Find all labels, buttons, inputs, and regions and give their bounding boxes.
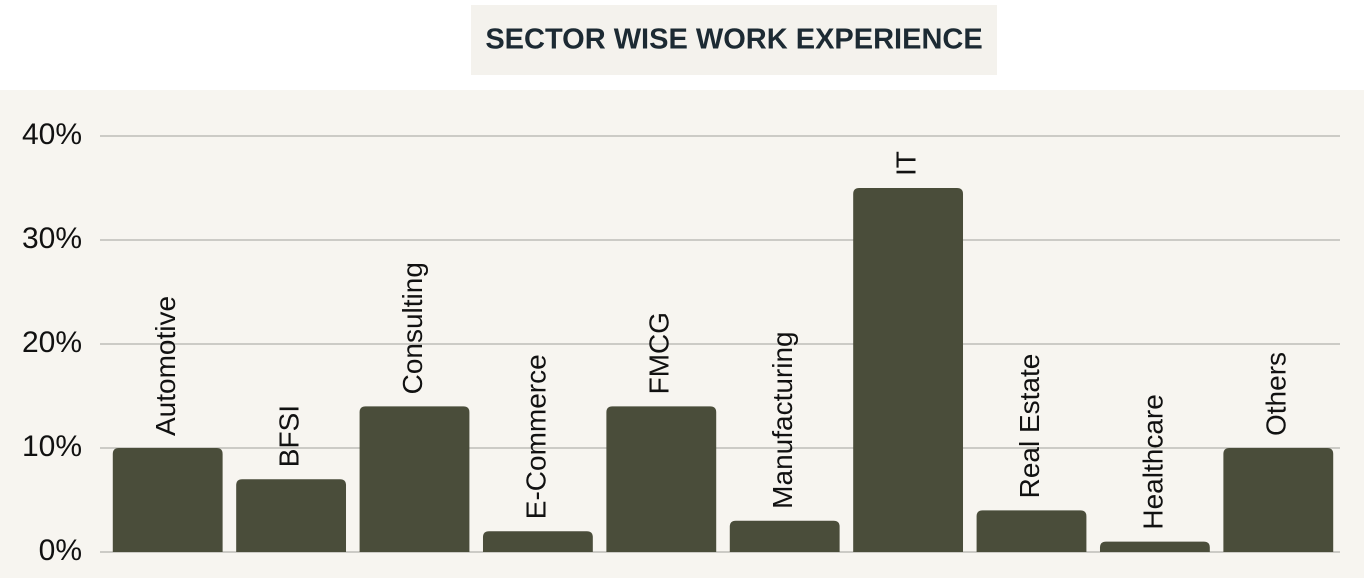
bar (976, 510, 1087, 552)
x-tick-label: Manufacturing (767, 331, 798, 508)
x-tick-label: Automotive (150, 296, 181, 436)
y-tick-label: 30% (22, 222, 82, 255)
x-tick-label: IT (890, 151, 921, 176)
x-tick-label: E-Commerce (520, 354, 551, 519)
bar (1223, 448, 1334, 552)
x-tick-label: Real Estate (1014, 354, 1045, 499)
y-tick-label: 10% (22, 430, 82, 463)
y-tick-label: 40% (22, 118, 82, 151)
bar (729, 520, 840, 552)
bar (853, 188, 964, 552)
bar (482, 531, 593, 552)
bar (359, 406, 470, 552)
x-tick-label: Consulting (397, 262, 428, 394)
title-box (471, 5, 997, 75)
x-tick-label: BFSI (273, 405, 304, 467)
bar (236, 479, 347, 552)
chart-title: SECTOR WISE WORK EXPERIENCE (485, 24, 982, 56)
x-tick-label: Healthcare (1137, 394, 1168, 529)
x-tick-label: FMCG (644, 312, 675, 394)
x-tick-label: Others (1261, 352, 1292, 436)
bar (606, 406, 717, 552)
bar (112, 448, 223, 552)
y-tick-label: 0% (39, 534, 82, 567)
y-tick-label: 20% (22, 326, 82, 359)
bar (1099, 541, 1210, 552)
